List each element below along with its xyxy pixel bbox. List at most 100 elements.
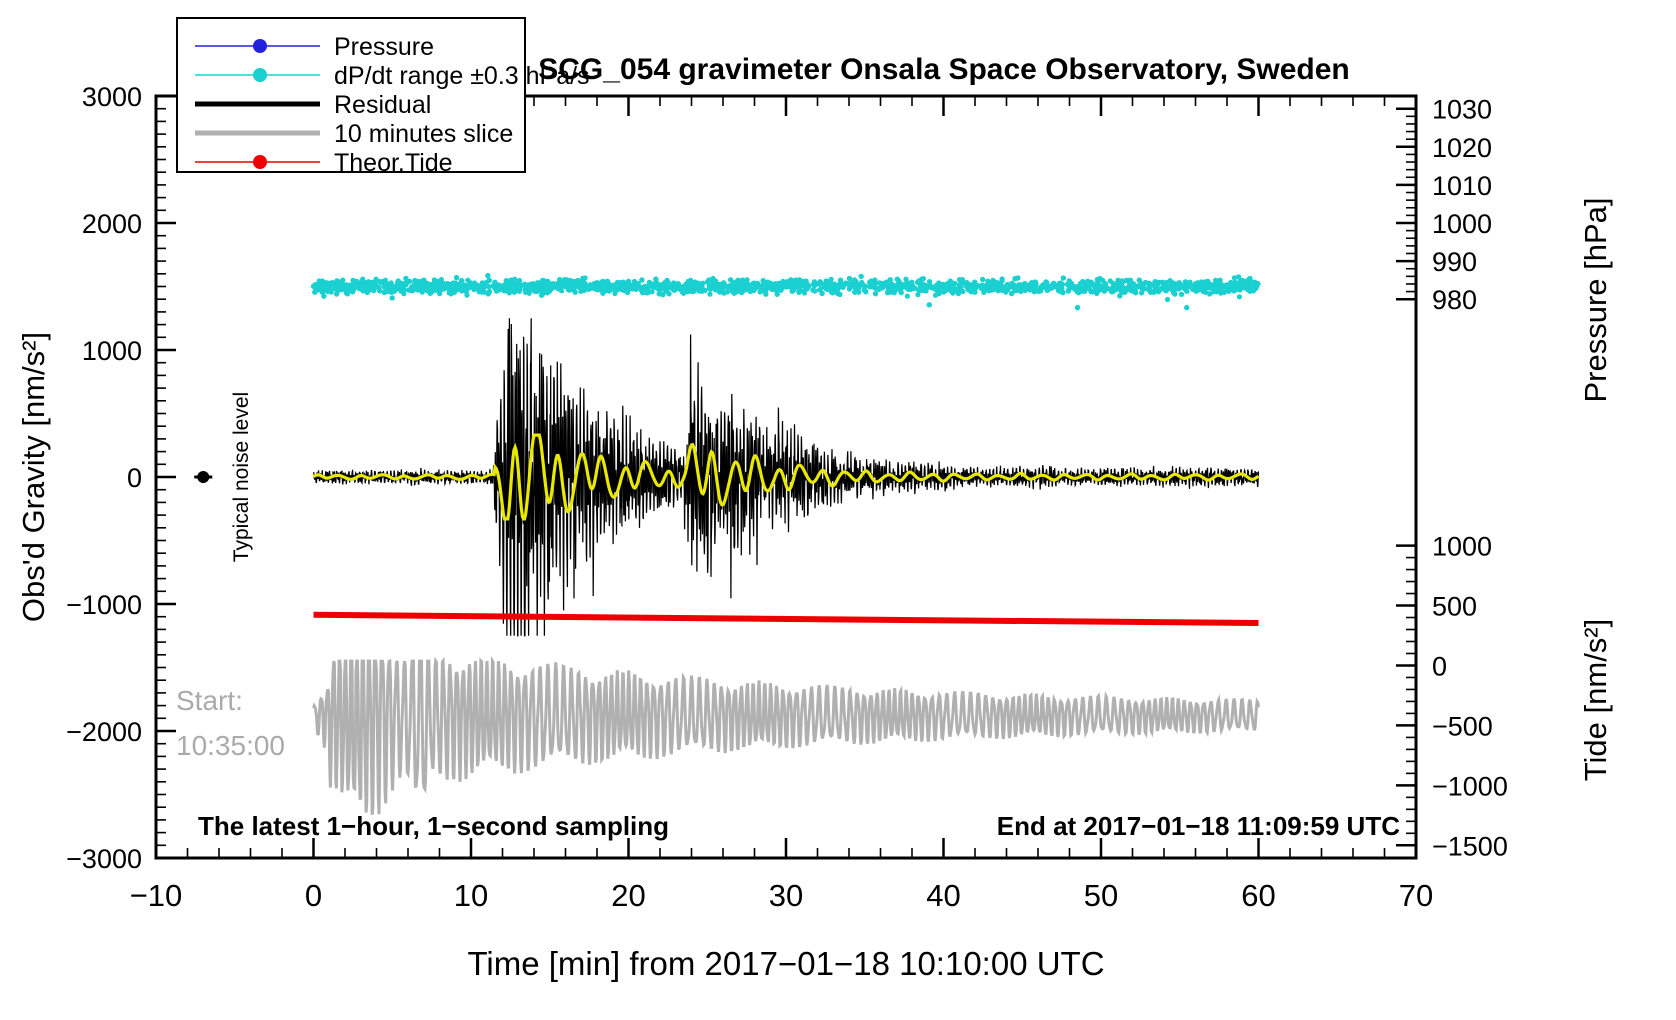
dpdt-scatter-point [397, 282, 403, 288]
dpdt-scatter-point [926, 302, 932, 308]
y-tick-label: 0 [127, 463, 142, 493]
legend-box [176, 17, 526, 173]
dpdt-scatter-point [1233, 284, 1239, 290]
dpdt-scatter-point [880, 283, 886, 289]
dpdt-scatter-point [1236, 294, 1242, 300]
dpdt-scatter-point [1108, 287, 1114, 293]
dpdt-scatter-point [896, 278, 902, 284]
dpdt-scatter-point [1146, 280, 1152, 286]
x-tick-label: 10 [454, 878, 488, 913]
dpdt-scatter-point [726, 284, 732, 290]
dpdt-scatter-point [885, 288, 891, 294]
dpdt-scatter-point [819, 290, 825, 296]
dpdt-scatter-point [1100, 286, 1106, 293]
dpdt-scatter-point [1236, 274, 1242, 280]
right-tick-label: −500 [1432, 711, 1493, 741]
dpdt-scatter-point [872, 291, 879, 297]
y-axis-title-pressure: Pressure [hPa] [1578, 197, 1613, 402]
dpdt-scatter-point [1022, 281, 1028, 287]
dpdt-scatter-point [1003, 283, 1009, 289]
start-label: Start: [176, 685, 243, 716]
dpdt-scatter-point [614, 287, 621, 293]
dpdt-scatter-point [996, 286, 1002, 292]
dpdt-scatter-point [480, 282, 486, 288]
dpdt-scatter-point [1224, 283, 1230, 290]
dpdt-scatter-point [763, 291, 769, 297]
dpdt-scatter-point [970, 282, 976, 288]
dpdt-scatter-point [1113, 283, 1119, 289]
dpdt-scatter-point [467, 280, 473, 286]
dpdt-scatter-point [738, 278, 744, 284]
right-axis-ticks: 1030 1020 1010 1000 990 980 1000 500 0 −500 −1000 −… [1396, 95, 1508, 861]
dpdt-scatter-point [1159, 279, 1165, 285]
dpdt-scatter-point [1185, 283, 1191, 289]
dpdt-scatter-point [1060, 275, 1066, 281]
dpdt-scatter-point [685, 281, 692, 287]
dpdt-scatter-point [1040, 282, 1046, 288]
dpdt-scatter-point [793, 277, 799, 283]
dpdt-scatter-point [980, 276, 986, 283]
dpdt-scatter-point [863, 289, 869, 295]
dpdt-scatter-point [356, 285, 362, 292]
dpdt-scatter-point [377, 288, 383, 294]
theoretical-tide-trace [313, 611, 1259, 627]
dpdt-scatter-point [1021, 285, 1027, 291]
dpdt-scatter-point [459, 278, 465, 284]
dpdt-scatter-point [631, 279, 638, 285]
dpdt-scatter-point [334, 281, 340, 287]
dpdt-scatter-point [1136, 277, 1142, 283]
x-tick-label: 40 [926, 878, 960, 913]
legend-item-label: dP/dt range ±0.3 hPa/s [334, 62, 590, 90]
dpdt-scatter-point [352, 282, 358, 288]
dpdt-scatter-point [615, 280, 621, 287]
y-axis-title-left: Obs'd Gravity [nm/s²] [16, 332, 51, 622]
right-tick-label: 980 [1432, 285, 1477, 315]
dpdt-scatter-point [717, 289, 723, 295]
dpdt-scatter-point [457, 285, 463, 291]
dpdt-scatter-point [1074, 288, 1080, 294]
dpdt-scatter-point [943, 287, 949, 293]
dpdt-scatter-point [783, 283, 789, 289]
dpdt-scatter-point [1249, 284, 1255, 290]
dpdt-scatter-point [1127, 277, 1133, 283]
dpdt-scatter-point [826, 286, 832, 293]
right-tick-label: 500 [1432, 592, 1477, 622]
dpdt-scatter-point [1095, 285, 1101, 292]
footer-right-note: End at 2017−01−18 11:09:59 UTC [997, 811, 1400, 841]
legend-dot-icon [253, 39, 267, 53]
dpdt-scatter-point [1094, 290, 1100, 296]
dpdt-scatter-point [846, 275, 853, 282]
dpdt-scatter-point [957, 277, 963, 283]
dpdt-scatter-point [444, 282, 450, 288]
dpdt-scatter-point [810, 281, 817, 287]
dpdt-scatter-point [541, 279, 547, 285]
dpdt-scatter-point [365, 279, 372, 285]
dpdt-scatter-point [692, 285, 698, 291]
dpdt-scatter-point [492, 279, 498, 285]
dpdt-scatter-point [1031, 286, 1038, 292]
dpdt-scatter-point [731, 290, 737, 296]
dpdt-scatter-point [428, 284, 434, 290]
dpdt-scatter-point [656, 291, 662, 297]
dpdt-scatter-point [517, 278, 523, 284]
dpdt-scatter-point [609, 284, 615, 290]
dpdt-scatter-point [516, 288, 523, 294]
dpdt-scatter-point [952, 287, 959, 293]
dpdt-scatter-point [438, 277, 444, 283]
dpdt-scatter-point [867, 279, 873, 285]
dpdt-scatter-point [653, 276, 659, 282]
dpdt-scatter-point [1184, 288, 1190, 294]
dpdt-scatter-point [591, 285, 597, 291]
dpdt-scatter-point [336, 285, 342, 291]
dpdt-scatter-point [627, 285, 633, 291]
dpdt-scatter-point [502, 283, 508, 289]
dpdt-scatter-point [319, 289, 326, 295]
dpdt-scatter-point [601, 288, 607, 294]
dpdt-scatter-point [722, 283, 728, 289]
dpdt-scatter-point [544, 290, 551, 296]
dpdt-scatter-point [619, 285, 625, 291]
dpdt-scatter-point [904, 293, 911, 299]
dpdt-scatter-point [577, 279, 584, 285]
y-tick-label: −1000 [66, 590, 142, 620]
dpdt-scatter-point [645, 285, 651, 291]
